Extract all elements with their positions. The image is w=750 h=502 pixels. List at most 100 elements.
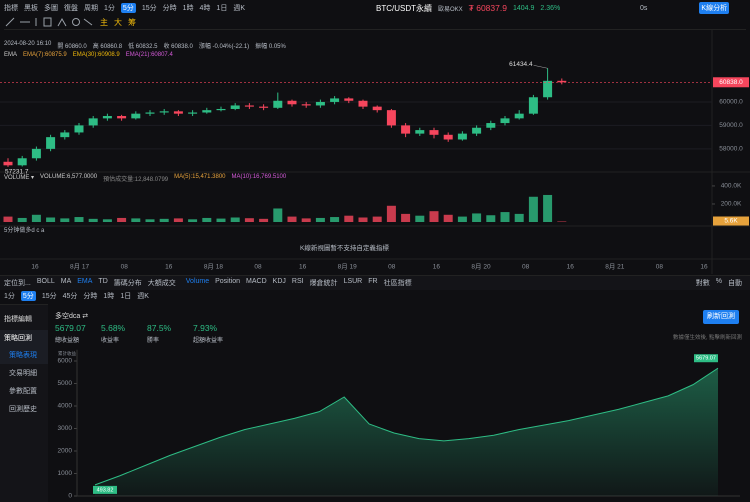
period[interactable]: 1分	[4, 293, 15, 300]
metric-value: 5679.07	[55, 323, 86, 333]
end-label-tag	[694, 354, 718, 363]
period[interactable]: 1分	[104, 5, 115, 12]
menu-item[interactable]: 黑板	[24, 5, 38, 12]
period[interactable]: 5分	[20, 291, 36, 301]
candle-body	[88, 118, 98, 126]
tab[interactable]: FR	[368, 278, 378, 285]
volume-bar	[457, 216, 467, 222]
tab[interactable]: BOLL	[36, 278, 55, 285]
volume-field-list: VOLUME ▾ VOLUME:6,577.0000 預估成交量:12,848.07…	[4, 174, 292, 183]
y-tick-label: 0	[68, 493, 72, 500]
tab[interactable]: Volume	[185, 278, 210, 285]
period-list: 1分 5分 15分 45分 分時 1時 1日 週K	[4, 291, 155, 301]
period[interactable]: 5分	[120, 3, 136, 13]
y-tick-label: 58000.0	[719, 146, 743, 153]
tool[interactable]: 筹	[128, 17, 136, 27]
tab[interactable]: 籌碼分布	[113, 280, 142, 287]
volume-bar	[159, 218, 169, 222]
tab[interactable]: 大額成交	[147, 280, 176, 287]
menu-item[interactable]: 指標	[4, 5, 18, 12]
tab[interactable]: MACD	[246, 278, 267, 285]
tab[interactable]: 對數	[695, 280, 710, 287]
metric: 5679.07 總收益額	[55, 323, 101, 344]
tab[interactable]: LSUR	[343, 278, 363, 285]
volume-bar	[145, 219, 155, 222]
tab[interactable]: KDJ	[272, 278, 286, 285]
sidebar-item[interactable]: 回測歷史	[9, 406, 37, 413]
candle-body	[60, 132, 70, 138]
period[interactable]: 1日	[120, 293, 132, 300]
candle-body	[358, 100, 368, 107]
tab[interactable]: EMA	[77, 278, 93, 285]
period[interactable]: 4時	[199, 5, 211, 12]
sidebar-item[interactable]: 策略表現	[0, 346, 48, 364]
volume-bar	[259, 218, 269, 222]
period[interactable]: 分時	[83, 293, 98, 300]
volume-field: 預估成交量:12,848.0799	[103, 177, 169, 183]
sidebar-item[interactable]: 參數配置	[9, 388, 37, 395]
tab[interactable]: 定位到...	[4, 280, 31, 287]
strategy-title: 多空dca ⇄	[55, 311, 94, 321]
tab[interactable]: 自動	[728, 280, 742, 287]
volume-bar	[472, 213, 482, 222]
menu-item[interactable]: 復盤	[64, 5, 78, 12]
y-tick-label: 4000	[58, 403, 73, 410]
menu-item-list: 指標 黑板 多圖 復盤 周期	[4, 3, 104, 13]
edit-tab[interactable]: 指標編輯	[4, 316, 32, 323]
symbol: BTC/USDT永續	[376, 3, 432, 13]
ohlc-field: 收 60838.0	[163, 44, 193, 50]
tool[interactable]: 大	[114, 17, 122, 27]
candle-body	[500, 118, 510, 124]
refresh-button[interactable]: 刷新回測	[703, 310, 739, 324]
ohlc-field: 高 60860.8	[92, 44, 123, 50]
volume-bar	[344, 215, 354, 222]
period[interactable]: 分時	[162, 5, 177, 12]
notice: K線新視圖暫不支持自定義指標	[300, 245, 389, 252]
candle-body	[244, 105, 254, 107]
tab[interactable]: 社區指標	[383, 280, 412, 287]
volume-bar	[543, 194, 553, 222]
exchange: 歐易OKX	[438, 6, 463, 13]
ohlc-field: 開 60860.0	[57, 44, 87, 50]
tab[interactable]: TD	[98, 278, 108, 285]
menu-item[interactable]: 多圖	[44, 5, 58, 12]
period[interactable]: 1時	[103, 293, 115, 300]
candle-body	[386, 110, 396, 126]
tool-icons	[5, 17, 93, 27]
volume-tag	[713, 216, 749, 226]
period[interactable]: 週K	[233, 5, 245, 12]
volume-bar	[372, 216, 382, 222]
period[interactable]: 15分	[141, 5, 157, 12]
x-tick-label: 8月 21	[605, 263, 625, 271]
period[interactable]: 1時	[182, 5, 194, 12]
metric-value: 87.5%	[147, 323, 172, 333]
tab[interactable]: 爆倉統計	[309, 280, 338, 287]
high-label: 61434.4	[509, 61, 533, 68]
volume-bar	[415, 215, 425, 222]
volume-bar	[528, 196, 538, 222]
ema-info: EMA EMA(7):60875.9 EMA(30):60908.9 EMA(21):…	[4, 52, 179, 58]
period[interactable]: 1日	[216, 5, 228, 12]
menu-item[interactable]: 周期	[84, 5, 98, 12]
tab[interactable]: Position	[215, 278, 241, 285]
x-tick-label: 08	[522, 264, 530, 271]
ema-field: EMA(21):60807.4	[125, 52, 173, 58]
tab[interactable]: %	[715, 278, 722, 285]
backtest-tab[interactable]: 策略回測	[0, 330, 48, 346]
y-tick-label: 6000	[58, 358, 73, 365]
period[interactable]: 週K	[137, 293, 149, 300]
analysis-button[interactable]: K線分析	[699, 2, 730, 14]
tool[interactable]: 主	[100, 17, 108, 27]
metric-label: 超額收益率	[193, 338, 224, 344]
period[interactable]: 15分	[41, 293, 57, 300]
change-pct: 2.36%	[540, 4, 561, 12]
volume-bar	[301, 218, 311, 222]
period[interactable]: 45分	[62, 293, 78, 300]
tab[interactable]: MA	[60, 278, 72, 285]
sidebar-item[interactable]: 交易明細	[9, 370, 37, 377]
ohlc-field-list: 2024-08-20 16:10 開 60860.0 高 60860.8 低 6083…	[4, 41, 292, 50]
tab[interactable]: RSI	[291, 278, 304, 285]
metric: 7.93% 超額收益率	[193, 323, 239, 344]
